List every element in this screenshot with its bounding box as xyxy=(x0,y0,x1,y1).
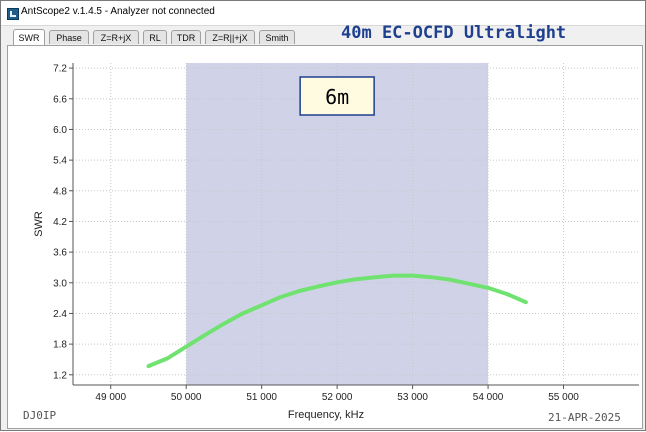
x-tick-label: 52 000 xyxy=(322,392,353,403)
y-tick-label: 6.0 xyxy=(53,125,67,136)
y-axis-label: SWR xyxy=(33,211,45,237)
y-tick-label: 2.4 xyxy=(53,309,67,320)
x-axis-label: Frequency, kHz xyxy=(288,409,364,421)
window-title: AntScope2 v.1.4.5 - Analyzer not connect… xyxy=(21,6,215,17)
tab-tdr[interactable]: TDR xyxy=(171,30,201,44)
tab-z-r-parallel-jx[interactable]: Z=R||+jX xyxy=(205,30,255,44)
x-tick-label: 55 000 xyxy=(548,392,579,403)
band-6m-shading xyxy=(186,63,489,385)
tab-smith[interactable]: Smith xyxy=(259,30,295,44)
band-label: 6m xyxy=(325,85,349,109)
tab-z-r-jx[interactable]: Z=R+jX xyxy=(93,30,139,44)
y-tick-label: 3.0 xyxy=(53,278,67,289)
tab-bar: SWR Phase Z=R+jX RL TDR Z=R||+jX Smith xyxy=(1,27,645,45)
x-tick-label: 53 000 xyxy=(397,392,428,403)
title-bar: AntScope2 v.1.4.5 - Analyzer not connect… xyxy=(1,1,645,26)
y-tick-label: 3.6 xyxy=(53,248,67,259)
y-tick-label: 6.6 xyxy=(53,94,67,105)
x-tick-label: 51 000 xyxy=(246,392,277,403)
tab-rl[interactable]: RL xyxy=(143,30,167,44)
y-tick-label: 5.4 xyxy=(53,156,67,167)
chart-heading: 40m EC-OCFD Ultralight xyxy=(341,23,567,43)
tab-phase[interactable]: Phase xyxy=(49,30,89,44)
swr-curve xyxy=(146,273,528,369)
x-tick-label: 54 000 xyxy=(473,392,504,403)
y-tick-label: 1.8 xyxy=(53,340,67,351)
band-label-box xyxy=(299,76,375,116)
y-tick-label: 4.2 xyxy=(53,217,67,228)
x-tick-label: 49 000 xyxy=(95,392,126,403)
app-icon xyxy=(7,8,19,20)
tab-swr[interactable]: SWR xyxy=(13,29,45,45)
date-label: 21-APR-2025 xyxy=(548,411,621,424)
callsign-label: DJ0IP xyxy=(23,409,57,422)
y-tick-label: 7.2 xyxy=(53,64,67,75)
y-tick-label: 4.8 xyxy=(53,186,67,197)
y-tick-label: 1.2 xyxy=(53,370,67,381)
x-tick-label: 50 000 xyxy=(171,392,202,403)
